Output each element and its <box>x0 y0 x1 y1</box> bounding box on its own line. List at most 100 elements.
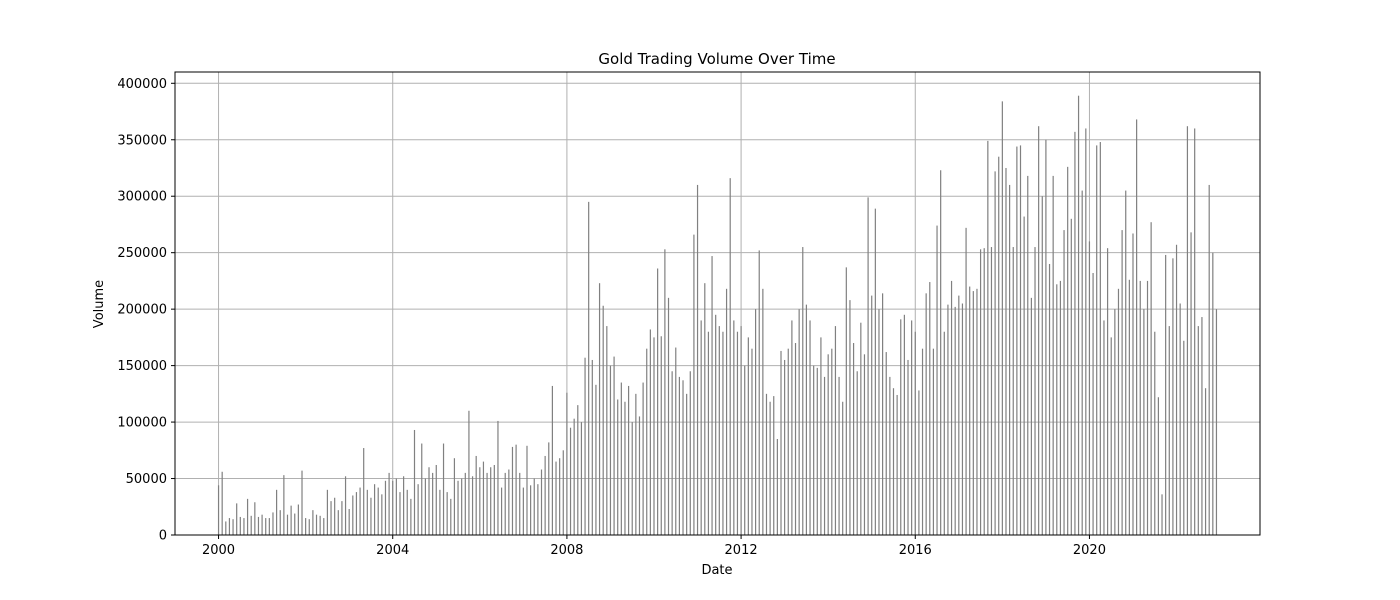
volume-bar <box>370 497 372 535</box>
y-tick-label: 350000 <box>117 133 167 148</box>
volume-bar <box>450 498 452 535</box>
volume-bar <box>435 464 437 535</box>
volume-bar <box>1110 337 1112 535</box>
volume-bar <box>1023 216 1025 536</box>
volume-bar <box>675 347 677 535</box>
volume-bar <box>254 502 256 535</box>
volume-bar <box>943 331 945 535</box>
volume-bar <box>1092 273 1094 535</box>
volume-bar <box>1059 280 1062 535</box>
volume-bar <box>562 450 564 535</box>
volume-bar <box>486 472 488 535</box>
y-tick-label: 300000 <box>117 190 167 205</box>
volume-bar <box>921 348 924 535</box>
volume-bar <box>301 470 303 535</box>
volume-bar <box>627 385 630 535</box>
volume-bar <box>617 399 619 535</box>
volume-bar <box>715 314 717 535</box>
volume-bar <box>457 480 459 535</box>
volume-bar <box>704 283 706 535</box>
volume-bar <box>1048 263 1051 535</box>
volume-bar <box>446 492 448 535</box>
volume-bar <box>787 348 789 535</box>
volume-bar <box>261 514 263 535</box>
volume-bar <box>874 208 876 535</box>
volume-bar <box>453 458 456 535</box>
y-tick-label: 50000 <box>126 472 167 487</box>
volume-bar <box>1172 258 1174 535</box>
volume-bar <box>1168 326 1170 535</box>
volume-bar <box>551 385 553 535</box>
volume-bar <box>780 350 782 535</box>
volume-bar <box>348 509 350 535</box>
volume-bar <box>903 314 905 535</box>
volume-bar <box>1056 284 1058 535</box>
volume-bar <box>758 250 760 536</box>
volume-bar <box>1183 340 1185 535</box>
volume-bar <box>388 472 390 535</box>
volume-bar <box>994 171 996 535</box>
volume-bar <box>1150 222 1152 535</box>
volume-bar <box>958 295 960 535</box>
volume-bar <box>696 184 699 536</box>
volume-bar <box>664 249 666 536</box>
volume-bar <box>268 518 270 535</box>
volume-bar <box>907 359 909 535</box>
volume-bar <box>671 371 673 535</box>
volume-bar <box>279 510 281 535</box>
volume-bar <box>932 348 935 535</box>
volume-bar <box>319 515 321 535</box>
volume-bar <box>1121 230 1123 535</box>
volume-bar <box>246 498 249 535</box>
volume-bar <box>762 288 764 535</box>
y-tick-label: 250000 <box>117 246 167 261</box>
volume-bar <box>294 513 296 535</box>
volume-bar <box>225 521 227 535</box>
volume-bar <box>1157 397 1159 535</box>
volume-bar <box>1132 233 1134 536</box>
volume-bar <box>406 489 408 535</box>
volume-bar <box>395 478 397 535</box>
volume-bar <box>1096 145 1098 535</box>
volume-bar <box>537 484 539 535</box>
volume-bar <box>609 365 612 535</box>
volume-bar <box>526 445 528 535</box>
volume-bar <box>239 516 241 535</box>
volume-bar <box>490 467 492 535</box>
volume-bar <box>911 320 913 535</box>
volume-bar <box>638 416 641 535</box>
volume-bar <box>918 390 920 535</box>
volume-bar <box>823 376 826 535</box>
volume-bar <box>635 393 637 535</box>
volume-bar <box>584 357 586 535</box>
volume-bar <box>428 467 430 535</box>
volume-bar <box>678 376 680 535</box>
volume-bar <box>330 501 332 535</box>
volume-bar <box>569 427 572 535</box>
volume-bar <box>831 348 833 535</box>
volume-bar <box>297 504 299 535</box>
volume-bar <box>794 343 797 535</box>
volume-bar <box>1154 331 1156 535</box>
volume-bar <box>1165 254 1167 535</box>
volume-bar <box>548 442 550 535</box>
volume-bar <box>736 331 739 535</box>
volume-bar <box>595 384 597 535</box>
volume-bar <box>863 354 866 535</box>
x-tick-label: 2000 <box>202 543 235 558</box>
volume-bar <box>334 497 336 535</box>
volume-bar <box>642 382 644 535</box>
volume-bar <box>871 295 873 535</box>
volume-bar <box>1197 326 1199 535</box>
volume-bar <box>765 393 768 535</box>
volume-bar <box>286 514 289 535</box>
volume-bar <box>889 376 891 535</box>
volume-bar <box>464 472 466 535</box>
volume-bar <box>519 472 521 535</box>
y-tick-label: 0 <box>159 529 167 544</box>
volume-bar <box>1081 190 1083 535</box>
volume-bar <box>990 247 993 535</box>
volume-bar <box>1179 303 1181 535</box>
